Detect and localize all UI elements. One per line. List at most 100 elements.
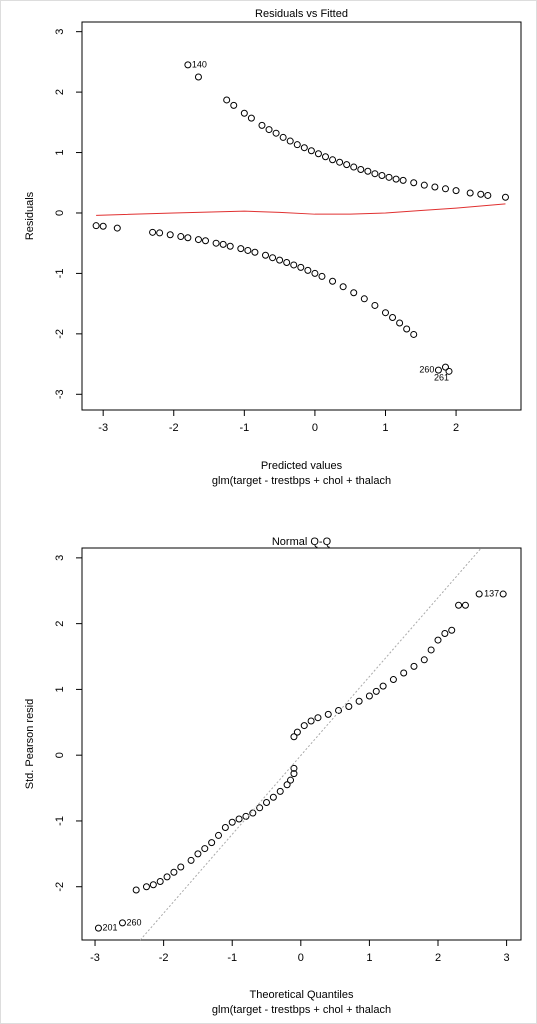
point bbox=[272, 129, 280, 137]
point bbox=[372, 687, 380, 695]
point bbox=[335, 706, 343, 714]
point-label: 137 bbox=[484, 588, 499, 598]
point bbox=[113, 224, 121, 232]
point bbox=[293, 728, 301, 736]
point bbox=[247, 114, 255, 122]
point bbox=[304, 266, 312, 274]
point bbox=[228, 818, 236, 826]
x-tick-label: 1 bbox=[366, 952, 372, 964]
point bbox=[177, 233, 185, 241]
point bbox=[410, 662, 418, 670]
point bbox=[242, 812, 250, 820]
point bbox=[202, 237, 210, 245]
point bbox=[477, 190, 485, 198]
point bbox=[441, 185, 449, 193]
point bbox=[166, 231, 174, 239]
point bbox=[156, 229, 164, 237]
y-tick-label: -3 bbox=[54, 389, 66, 399]
point bbox=[389, 314, 397, 322]
point bbox=[445, 367, 453, 375]
point bbox=[215, 831, 223, 839]
point bbox=[163, 873, 171, 881]
point bbox=[184, 234, 192, 242]
point bbox=[92, 222, 100, 230]
point bbox=[263, 799, 271, 807]
point bbox=[343, 161, 351, 169]
point bbox=[208, 839, 216, 847]
chart-title: Residuals vs Fitted bbox=[255, 8, 348, 20]
point bbox=[448, 626, 456, 634]
point bbox=[365, 692, 373, 700]
point bbox=[461, 601, 469, 609]
point bbox=[441, 363, 449, 371]
point bbox=[355, 697, 363, 705]
point-label: 201 bbox=[102, 923, 117, 933]
point bbox=[420, 656, 428, 664]
point bbox=[357, 165, 365, 173]
point bbox=[132, 886, 140, 894]
x-tick-label: 0 bbox=[312, 422, 318, 434]
x-tick-label: 3 bbox=[504, 952, 510, 964]
point bbox=[329, 277, 337, 285]
point bbox=[287, 776, 295, 784]
chart-title: Normal Q-Q bbox=[272, 536, 332, 548]
point-label: 140 bbox=[192, 59, 207, 69]
point bbox=[396, 319, 404, 327]
point bbox=[223, 96, 231, 104]
line bbox=[96, 203, 506, 216]
point bbox=[170, 868, 178, 876]
x-tick-label: -1 bbox=[239, 422, 249, 434]
point bbox=[371, 301, 379, 309]
point bbox=[350, 163, 358, 171]
point-label: 261 bbox=[434, 373, 449, 383]
point bbox=[269, 254, 277, 262]
point bbox=[379, 682, 387, 690]
x-tick-label: 2 bbox=[435, 952, 441, 964]
point bbox=[219, 240, 227, 248]
point bbox=[311, 269, 319, 277]
point bbox=[371, 170, 379, 178]
point bbox=[237, 245, 245, 253]
y-tick-label: -1 bbox=[54, 269, 66, 279]
point bbox=[307, 717, 315, 725]
point bbox=[314, 150, 322, 158]
plot-box bbox=[81, 21, 522, 411]
point bbox=[290, 733, 298, 741]
x-tick-label: -2 bbox=[159, 952, 169, 964]
point bbox=[499, 590, 507, 598]
point bbox=[392, 175, 400, 183]
point bbox=[410, 330, 418, 338]
point bbox=[297, 263, 305, 271]
y-tick-label: 3 bbox=[54, 29, 66, 35]
point bbox=[251, 248, 259, 256]
subtitle: glm(target - trestbps + chol + thalach bbox=[212, 475, 391, 487]
point bbox=[427, 646, 435, 654]
x-tick-label: 0 bbox=[298, 952, 304, 964]
point-label: 260 bbox=[419, 364, 434, 374]
point bbox=[385, 173, 393, 181]
point bbox=[434, 636, 442, 644]
point bbox=[290, 770, 298, 778]
y-tick-label: 2 bbox=[54, 89, 66, 95]
point bbox=[329, 156, 337, 164]
plot-box bbox=[81, 547, 522, 941]
point bbox=[194, 850, 202, 858]
point bbox=[293, 141, 301, 149]
point bbox=[184, 61, 192, 69]
point bbox=[466, 189, 474, 197]
x-tick-label: -3 bbox=[90, 952, 100, 964]
subtitle: glm(target - trestbps + chol + thalach bbox=[212, 1004, 391, 1016]
x-axis-label: Predicted values bbox=[261, 460, 343, 472]
point bbox=[452, 187, 460, 195]
point bbox=[381, 309, 389, 317]
point bbox=[249, 809, 257, 817]
point bbox=[501, 193, 509, 201]
point bbox=[256, 804, 264, 812]
point bbox=[290, 764, 298, 772]
point bbox=[142, 883, 150, 891]
x-tick-label: 2 bbox=[453, 422, 459, 434]
point bbox=[364, 167, 372, 175]
point bbox=[194, 73, 202, 81]
point bbox=[276, 787, 284, 795]
